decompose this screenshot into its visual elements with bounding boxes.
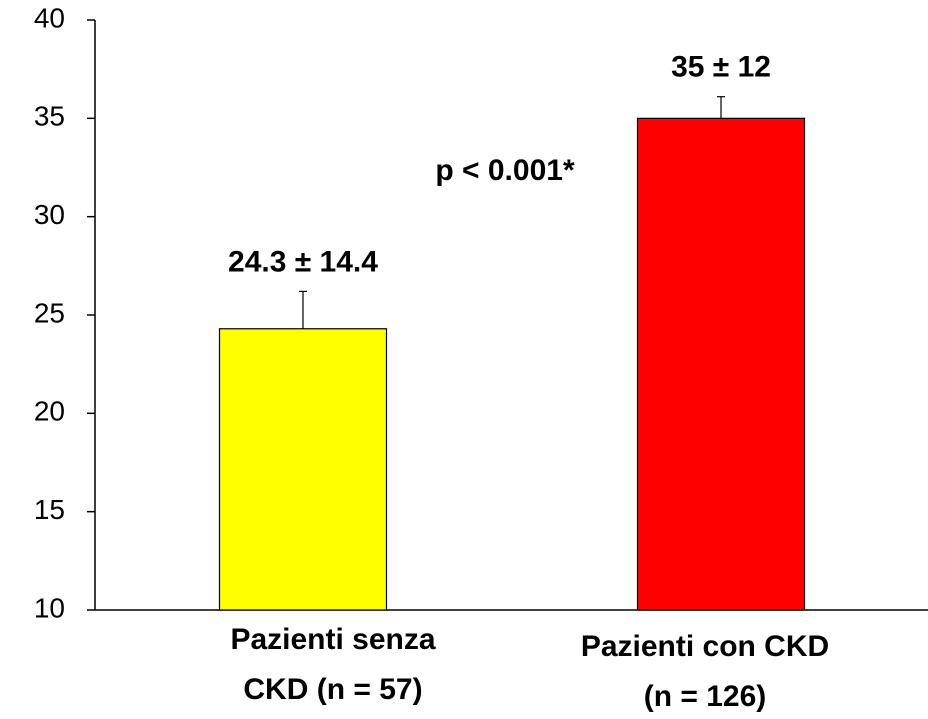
value-label: 35 ± 12 xyxy=(671,51,771,84)
y-tick-label: 15 xyxy=(34,494,65,525)
y-tick-label: 20 xyxy=(34,396,65,427)
y-tick-label: 10 xyxy=(34,592,65,623)
x-tick-label: CKD (n = 57) xyxy=(243,673,422,706)
value-label: 24.3 ± 14.4 xyxy=(228,245,378,278)
annotation: p < 0.001* xyxy=(435,154,575,187)
x-tick-label: Pazienti senza xyxy=(230,623,435,656)
y-tick-label: 30 xyxy=(34,199,65,230)
y-tick-label: 25 xyxy=(34,297,65,328)
x-tick-label: Pazienti con CKD xyxy=(581,630,829,663)
y-tick-label: 40 xyxy=(34,2,65,33)
y-tick-label: 35 xyxy=(34,101,65,132)
bar xyxy=(218,328,388,611)
bar xyxy=(636,117,806,611)
x-tick-label: (n = 126) xyxy=(644,680,767,713)
